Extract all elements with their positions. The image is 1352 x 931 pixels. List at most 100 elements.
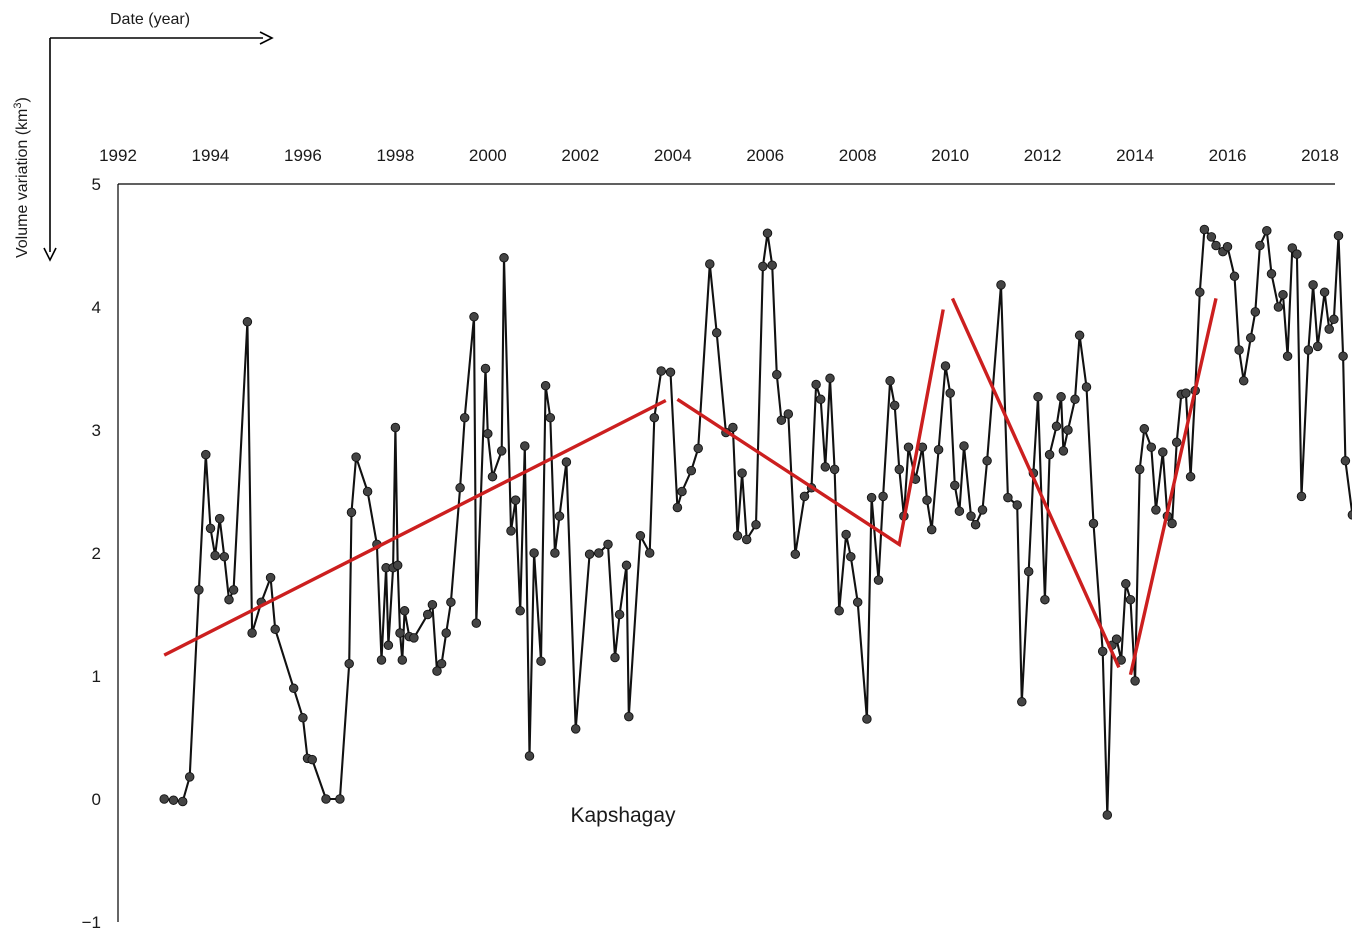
data-point [427,599,438,610]
data-point [665,367,676,377]
data-point [205,523,216,534]
data-point [515,606,525,616]
data-point [446,597,456,607]
data-point [224,594,234,605]
data-point [894,464,905,475]
data-point [529,548,539,558]
data-point [168,795,179,805]
data-point [480,363,491,374]
data-point [469,312,479,322]
data-point [834,606,844,616]
x-tick-labels: 1992 1994 1996 1998 2000 2002 2004 2006 2008 2010… [99,146,1339,165]
data-point [1088,518,1099,529]
data-point [635,531,646,541]
data-point [1033,392,1043,402]
data-point [621,560,632,571]
y-axis-label-text: Volume variation (km [14,109,31,258]
data-point [1017,697,1027,707]
data-point [584,549,595,559]
data-point [1324,324,1334,334]
data-point [970,519,981,530]
data-point [1111,634,1122,644]
data-point [1199,224,1210,235]
data-point [732,531,743,541]
data-point [1158,447,1168,457]
data-point [390,422,401,433]
data-point [815,394,826,405]
data-point [1347,510,1352,520]
data-point [656,366,666,376]
data-point [536,656,546,666]
data-point [852,597,863,607]
data-point [1333,230,1344,241]
data-point [799,491,810,502]
data-point [399,606,410,616]
x-tick-label: 1994 [192,146,230,165]
data-point [270,624,280,635]
data-point [873,575,884,585]
series-markers [159,224,1352,820]
data-point [1222,241,1233,252]
data-point [550,548,560,558]
data-point [686,465,697,476]
data-point [672,502,683,513]
data-point [866,492,877,503]
x-tick-label: 1996 [284,146,322,165]
data-point [1125,594,1136,605]
data-point [1266,269,1277,279]
data-point [1012,500,1022,510]
data-point [1282,351,1293,361]
data-point [177,796,188,807]
data-point [1056,392,1066,402]
data-point [711,328,722,338]
data-point [1245,333,1256,343]
x-tick-label: 2016 [1209,146,1247,165]
data-point [1097,646,1108,657]
data-point [649,412,660,423]
data-point [1023,566,1034,577]
data-point [741,534,752,545]
data-point [922,495,932,505]
data-point [1234,345,1244,355]
data-point [950,480,960,491]
x-tick-label: 2004 [654,146,692,165]
data-point [1063,425,1073,435]
data-point [758,261,768,272]
x-tick-label: 2014 [1116,146,1154,165]
data-point [545,412,556,423]
data-point [933,444,944,455]
axes [117,183,1335,922]
data-point [554,511,565,521]
data-point [1003,492,1013,503]
y-axis-label-close: ) [14,97,31,102]
data-point [159,794,169,804]
y-tick-label: 3 [92,421,101,440]
data-point [603,539,613,550]
data-point [1206,232,1217,242]
data-point [510,495,521,505]
data-point [201,449,211,460]
data-point [790,549,801,559]
data-point [397,655,408,665]
data-point [1329,314,1339,325]
data-point [829,464,840,475]
data-point [1296,491,1307,502]
data-point [1070,394,1080,405]
data-point [751,519,761,530]
data-point [996,280,1006,290]
chart-title: Kapshagay [570,804,676,827]
data-point [335,794,345,804]
data-point [288,683,299,694]
data-point [977,505,988,515]
data-point [772,369,782,380]
data-point [422,609,433,620]
data-point [1238,376,1249,386]
data-point [194,585,204,595]
data-point [351,452,361,462]
data-point [344,658,354,669]
data-point [307,754,317,765]
data-point [693,443,703,454]
data-point [1312,341,1323,352]
y-tick-label: 2 [92,544,101,563]
y-axis-label-unit-exponent: 3 [12,102,24,108]
